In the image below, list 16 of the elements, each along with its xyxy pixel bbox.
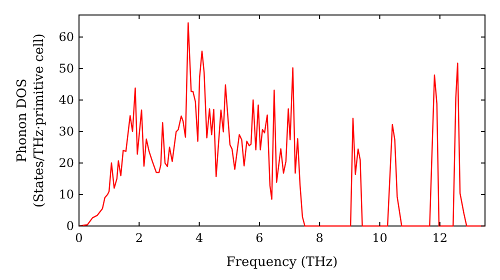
x-axis-title: Frequency (THz)	[226, 255, 338, 270]
y-tick-label: 10	[58, 188, 74, 202]
x-tick-label: 6	[256, 231, 264, 245]
y-tick-label: 30	[58, 124, 74, 139]
x-tick-label: 10	[372, 231, 388, 245]
y-tick-label: 20	[58, 156, 74, 170]
y-axis-title: Phonon DOS (States/THz·primitive cell)	[15, 33, 47, 208]
x-tick-label: 12	[432, 231, 448, 245]
y-tick-label: 50	[58, 62, 74, 76]
x-tick-label: 2	[135, 231, 143, 245]
y-tick-label: 40	[58, 93, 74, 108]
x-tick-label: 0	[75, 231, 83, 245]
y-tick-label: 60	[58, 30, 74, 44]
y-tick-label: 0	[66, 219, 74, 233]
x-tick-label: 8	[316, 231, 324, 245]
x-tick-label: 4	[195, 231, 204, 245]
